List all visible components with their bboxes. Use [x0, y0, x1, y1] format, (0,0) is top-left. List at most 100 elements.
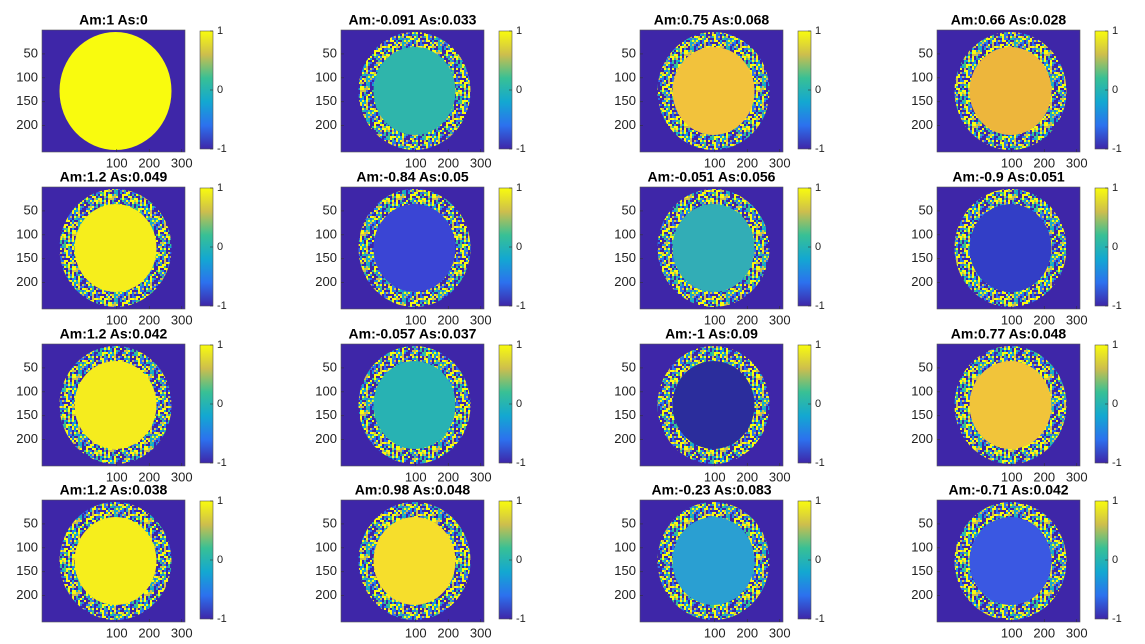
inner-disk: [672, 517, 755, 605]
x-tick-label: 300: [470, 312, 492, 327]
y-tick-label: 50: [24, 45, 38, 60]
y-tick-label: 50: [919, 45, 933, 60]
x-tick-label: 300: [171, 469, 193, 484]
subplot-title: Am:-0.9 As:0.051: [952, 169, 1065, 185]
x-tick-label: 200: [437, 312, 459, 327]
y-tick-label: 100: [911, 539, 933, 554]
subplot-title: Am:1.2 As:0.049: [60, 169, 168, 185]
subplot-title: Am:1.2 As:0.042: [60, 326, 168, 342]
subplot-title: Am:-0.051 As:0.056: [648, 169, 776, 185]
y-tick-label: 150: [614, 563, 636, 578]
y-tick-label: 100: [614, 226, 636, 241]
colorbar-tick-label: 1: [1112, 25, 1118, 37]
y-tick-label: 50: [323, 515, 337, 530]
colorbar-tick-label: 1: [217, 495, 223, 507]
colorbar-tick-label: 0: [217, 554, 223, 566]
y-tick-label: 50: [622, 515, 636, 530]
colorbar-tick-label: 0: [1112, 554, 1118, 566]
x-tick-label: 200: [437, 469, 459, 484]
subplot-title: Am:-0.091 As:0.033: [349, 12, 477, 28]
inner-disk: [373, 361, 456, 449]
colorbar-tick-label: 0: [1112, 84, 1118, 96]
inner-disk: [672, 204, 755, 292]
y-tick-label: 150: [315, 250, 337, 265]
x-tick-label: 100: [106, 312, 128, 327]
y-tick-label: 150: [315, 93, 337, 108]
colorbar-tick-label: 1: [516, 495, 522, 507]
x-tick-label: 100: [704, 155, 726, 170]
y-tick-label: 200: [911, 587, 933, 602]
y-tick-label: 150: [614, 250, 636, 265]
x-tick-label: 300: [470, 625, 492, 640]
y-tick-label: 150: [315, 563, 337, 578]
y-tick-label: 50: [323, 45, 337, 60]
x-tick-label: 200: [1033, 625, 1055, 640]
x-tick-label: 200: [736, 625, 758, 640]
colorbar-tick-label: -1: [516, 457, 526, 469]
x-tick-label: 100: [405, 312, 427, 327]
y-tick-label: 150: [911, 93, 933, 108]
y-tick-label: 100: [16, 226, 38, 241]
y-tick-label: 200: [315, 117, 337, 132]
y-tick-label: 50: [24, 515, 38, 530]
inner-disk: [969, 517, 1052, 605]
axes-frame: [340, 29, 485, 153]
inner-disk: [373, 204, 456, 292]
inner-disk: [74, 361, 157, 449]
y-tick-label: 100: [16, 69, 38, 84]
axes-frame: [340, 343, 485, 467]
colorbar-tick-label: -1: [217, 613, 227, 625]
x-tick-label: 200: [1033, 155, 1055, 170]
axes-frame: [639, 186, 784, 310]
x-tick-label: 300: [1066, 625, 1088, 640]
x-tick-label: 300: [769, 625, 791, 640]
x-tick-label: 200: [138, 312, 160, 327]
colorbar-tick-label: 0: [815, 398, 821, 410]
colorbar-tick-label: 0: [516, 398, 522, 410]
colorbar-tick-label: 1: [217, 25, 223, 37]
colorbar-tick-label: 0: [516, 241, 522, 253]
y-tick-label: 50: [622, 202, 636, 217]
x-tick-label: 300: [470, 155, 492, 170]
subplot-title: Am:0.98 As:0.048: [355, 482, 471, 498]
colorbar-tick-label: 0: [1112, 398, 1118, 410]
disk: [59, 32, 172, 150]
y-tick-label: 200: [614, 431, 636, 446]
y-tick-label: 150: [614, 93, 636, 108]
colorbar-tick-label: -1: [217, 457, 227, 469]
axes-frame: [41, 29, 186, 153]
inner-disk: [672, 47, 755, 135]
y-tick-label: 100: [16, 539, 38, 554]
colorbar-tick-label: 1: [1112, 339, 1118, 351]
y-tick-label: 150: [16, 93, 38, 108]
x-tick-label: 100: [106, 469, 128, 484]
y-tick-label: 100: [315, 226, 337, 241]
y-tick-label: 50: [622, 45, 636, 60]
colorbar-tick-label: 1: [516, 182, 522, 194]
x-tick-label: 200: [138, 155, 160, 170]
axes-frame: [936, 343, 1081, 467]
colorbar-tick-label: 1: [815, 495, 821, 507]
y-tick-label: 200: [911, 274, 933, 289]
x-tick-label: 100: [1001, 312, 1023, 327]
x-tick-label: 100: [704, 469, 726, 484]
y-tick-label: 200: [16, 431, 38, 446]
colorbar-tick-label: -1: [815, 457, 825, 469]
axes-frame: [340, 499, 485, 623]
subplot-title: Am:0.77 As:0.048: [951, 326, 1067, 342]
x-tick-label: 300: [171, 625, 193, 640]
y-tick-label: 150: [16, 407, 38, 422]
colorbar-tick-label: -1: [815, 613, 825, 625]
colorbar-tick-label: 1: [1112, 182, 1118, 194]
y-tick-label: 150: [16, 250, 38, 265]
y-tick-label: 50: [323, 359, 337, 374]
axes-frame: [340, 186, 485, 310]
x-tick-label: 100: [405, 155, 427, 170]
y-tick-label: 150: [911, 407, 933, 422]
axes-frame: [41, 186, 186, 310]
y-tick-label: 200: [16, 117, 38, 132]
x-tick-label: 200: [437, 155, 459, 170]
colorbar-tick-label: 0: [516, 84, 522, 96]
subplot-title: Am:-0.23 As:0.083: [651, 482, 771, 498]
